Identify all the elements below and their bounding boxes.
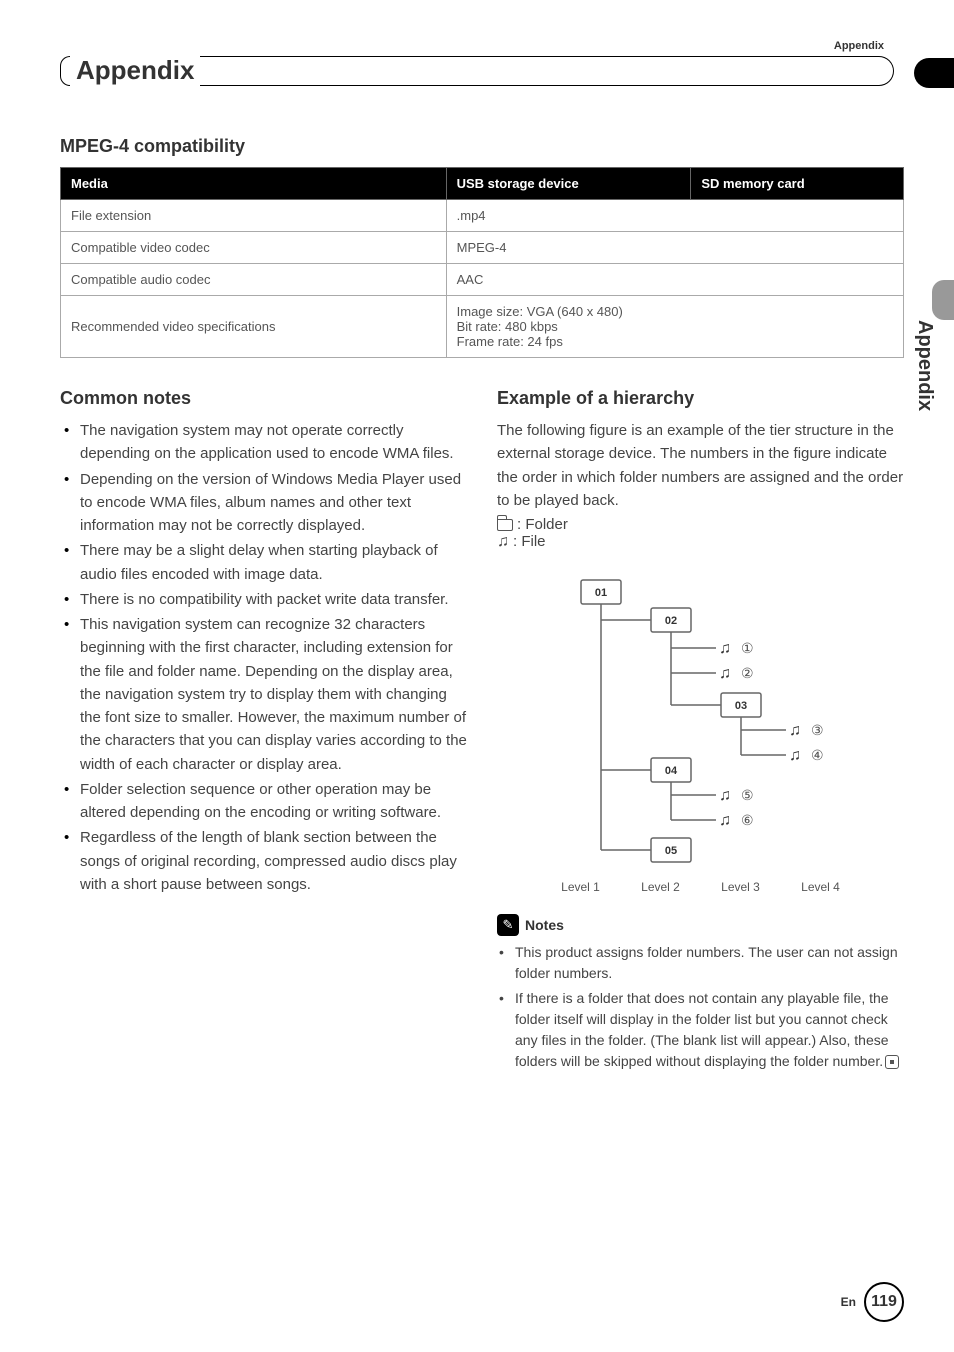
level-label: Level 1 [561,880,600,894]
svg-text:♫: ♫ [789,722,801,739]
row-value: AAC [446,264,903,296]
folder-icon [497,519,513,531]
svg-text:⑥: ⑥ [741,812,754,828]
row-label: Compatible audio codec [61,264,447,296]
list-item: If there is a folder that does not conta… [497,988,904,1072]
file-icon: ♫ [497,534,509,550]
svg-text:♫: ♫ [719,787,731,804]
page-number: 119 [864,1282,904,1322]
svg-text:01: 01 [594,587,606,599]
footer-lang: En [841,1295,856,1309]
table-row: File extension .mp4 [61,200,904,232]
end-mark-icon [885,1055,899,1069]
side-tab [932,280,954,320]
row-value: MPEG-4 [446,232,903,264]
svg-text:♫: ♫ [719,640,731,657]
notes-heading: ✎ Notes [497,914,904,936]
page-title: Appendix [70,55,200,86]
table-row: Recommended video specifications Image s… [61,296,904,358]
common-notes-heading: Common notes [60,388,467,409]
svg-text:♫: ♫ [789,747,801,764]
row-value: .mp4 [446,200,903,232]
list-item: Folder selection sequence or other opera… [60,778,467,825]
legend-folder: : Folder [497,516,904,533]
level-label: Level 4 [801,880,840,894]
row-label: Recommended video specifications [61,296,447,358]
list-item: This product assigns folder numbers. The… [497,942,904,984]
title-bar: Appendix [60,55,904,86]
svg-text:①: ① [741,640,754,656]
list-item: Depending on the version of Windows Medi… [60,468,467,538]
svg-text:③: ③ [811,722,824,738]
right-column: Example of a hierarchy The following fig… [497,388,904,1076]
notes-list: This product assigns folder numbers. The… [497,942,904,1072]
list-item: This navigation system can recognize 32 … [60,613,467,776]
svg-text:④: ④ [811,747,824,763]
table-col-sd: SD memory card [691,168,904,200]
table-col-usb: USB storage device [446,168,691,200]
page-footer: En 119 [841,1282,904,1322]
svg-text:♫: ♫ [719,665,731,682]
table-col-media: Media [61,168,447,200]
svg-text:03: 03 [734,700,746,712]
mpeg4-heading: MPEG-4 compatibility [60,136,904,157]
list-item: Regardless of the length of blank sectio… [60,826,467,896]
row-value: Image size: VGA (640 x 480) Bit rate: 48… [446,296,903,358]
top-appendix-label: Appendix [834,40,884,52]
notes-label: Notes [525,917,564,933]
svg-text:⑤: ⑤ [741,787,754,803]
table-row: Compatible audio codec AAC [61,264,904,296]
left-column: Common notes The navigation system may n… [60,388,467,1076]
legend-folder-text: : Folder [517,516,568,533]
svg-text:02: 02 [664,615,676,627]
corner-tab [914,58,954,88]
hierarchy-heading: Example of a hierarchy [497,388,904,409]
svg-text:04: 04 [664,765,677,777]
level-label: Level 3 [721,880,760,894]
hierarchy-diagram: 01 02 ♫ ① ♫ ② 03 ♫ ③ ♫ ④ 04 ♫ ⑤ ♫ ⑥ 05 [541,570,861,870]
list-item: There may be a slight delay when startin… [60,539,467,586]
pencil-icon: ✎ [497,914,519,936]
hierarchy-intro: The following figure is an example of th… [497,419,904,512]
mpeg4-table: Media USB storage device SD memory card … [60,167,904,358]
row-label: File extension [61,200,447,232]
list-item: The navigation system may not operate co… [60,419,467,466]
list-item: There is no compatibility with packet wr… [60,588,467,611]
common-notes-list: The navigation system may not operate co… [60,419,467,896]
level-label: Level 2 [641,880,680,894]
side-section-label: Appendix [913,320,936,411]
svg-text:05: 05 [664,845,676,857]
title-bracket-left [60,56,70,86]
title-bracket-right [200,56,894,86]
svg-text:②: ② [741,665,754,681]
table-row: Compatible video codec MPEG-4 [61,232,904,264]
legend-file-text: : File [513,533,546,550]
svg-text:♫: ♫ [719,812,731,829]
row-label: Compatible video codec [61,232,447,264]
legend-file: ♫ : File [497,533,904,550]
hierarchy-levels: Level 1 Level 2 Level 3 Level 4 [541,880,861,894]
